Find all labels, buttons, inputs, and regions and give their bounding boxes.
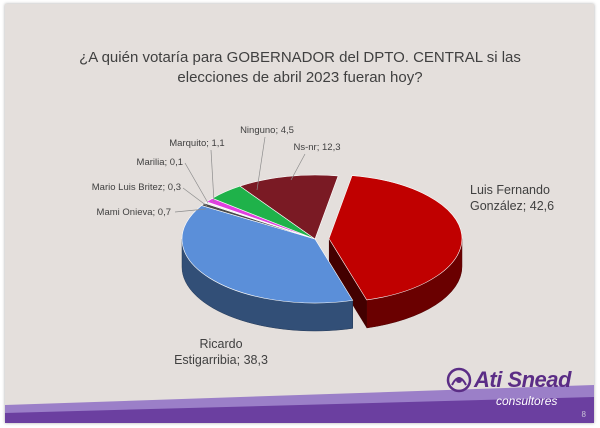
data-label-ninguno: Ninguno; 4,5 [240,125,294,136]
chart-title: ¿A quién votaría para GOBERNADOR del DPT… [79,49,521,86]
pie-labels: Luis Fernando González; 42,6 Ricardo Estiga… [92,125,554,367]
leader-line [184,162,209,204]
brand-name: Ati Snead [474,367,571,392]
leader-line [290,153,306,181]
data-label-mami-onieva: Mami Onieva; 0,7 [97,207,171,218]
pie-inner-wall [328,238,367,328]
leader-line [174,208,207,213]
data-label-mario-luis-britez: Mario Luis Britez; 0,3 [92,182,181,193]
leader-line [210,149,215,203]
brand-sub: consultores [496,394,558,408]
data-label-ns-nr: Ns-nr; 12,3 [294,142,341,153]
data-label-luis-fernando-gonzález: Luis Fernando González; 42,6 [470,183,554,213]
pie-chart: Luis Fernando González; 42,6 Ricardo Estiga… [92,125,554,367]
leader-line [182,187,208,207]
data-label-ricardo-estigarribia: Ricardo Estigarribia; 38,3 [174,337,268,367]
globe-icon [446,367,472,393]
slide: ¿A quién votaría para GOBERNADOR del DPT… [5,4,594,423]
footer-band [5,385,594,423]
pie-slice-ricardo-estigarribia [181,205,354,304]
pie-tops [181,174,463,304]
pie-slice-luis-fernando-gonzález [328,175,463,301]
pie-slice-ns-nr [239,174,339,240]
data-label-marquito: Marquito; 1,1 [169,138,224,149]
page-number: 8 [581,410,586,419]
leader-line [256,136,266,191]
brand-logo: Ati Snead consultores [446,367,571,413]
data-label-marilia: Marilia; 0,1 [137,157,183,168]
